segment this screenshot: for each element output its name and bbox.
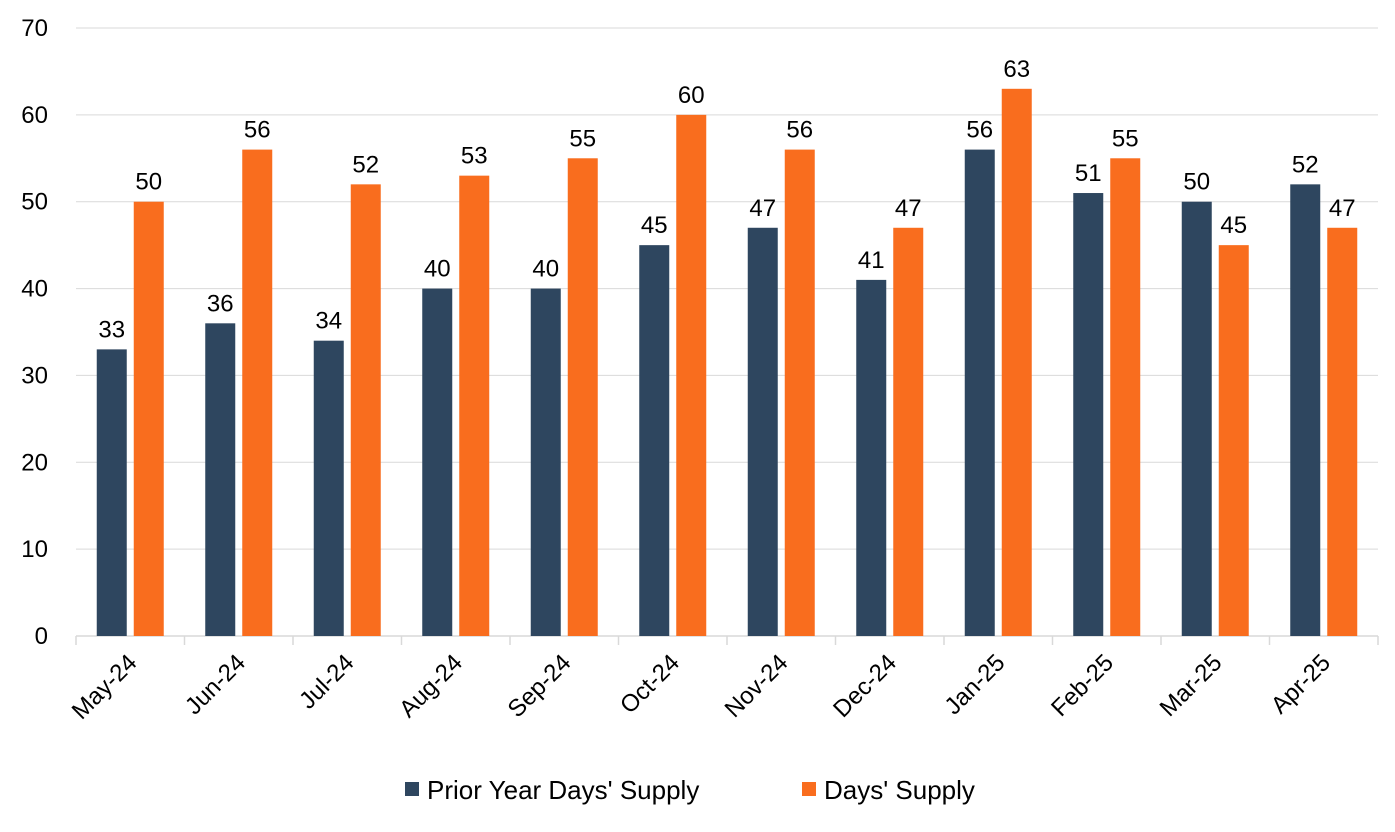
bar-days-supply <box>350 184 381 637</box>
data-label: 47 <box>749 195 776 222</box>
y-tick-label: 60 <box>21 102 48 129</box>
x-tick-label: Sep-24 <box>503 649 577 723</box>
data-label: 52 <box>1292 151 1319 178</box>
x-tick-label: Jan-25 <box>940 649 1011 720</box>
data-label: 56 <box>244 117 271 144</box>
bar-prior-year <box>1073 193 1104 636</box>
x-tick-label: Jul-24 <box>294 649 359 714</box>
y-tick-label: 50 <box>21 189 48 216</box>
legend-swatch <box>802 782 816 796</box>
legend-label: Days' Supply <box>824 775 975 805</box>
bar-prior-year <box>530 288 561 636</box>
data-label: 45 <box>1220 212 1247 239</box>
bar-prior-year <box>313 340 344 636</box>
x-tick-label: Dec-24 <box>828 649 902 723</box>
bar-days-supply <box>784 149 815 636</box>
bar-days-supply <box>893 227 924 636</box>
bar-prior-year <box>639 245 670 636</box>
x-tick-label: Apr-25 <box>1266 649 1336 719</box>
bar-prior-year <box>1290 184 1321 637</box>
x-tick-label: May-24 <box>67 649 143 725</box>
data-label: 52 <box>352 151 379 178</box>
y-tick-label: 0 <box>35 623 48 650</box>
data-label: 55 <box>569 125 596 152</box>
bar-prior-year <box>205 323 236 636</box>
data-label: 56 <box>786 117 813 144</box>
data-label: 56 <box>966 117 993 144</box>
bar-days-supply <box>1001 88 1032 637</box>
data-label: 63 <box>1003 56 1030 83</box>
y-tick-label: 40 <box>21 276 48 303</box>
bar-prior-year <box>96 349 127 636</box>
data-label: 41 <box>858 247 885 274</box>
x-tick-label: Nov-24 <box>720 649 794 723</box>
legend-swatch <box>405 782 419 796</box>
data-label: 45 <box>641 212 668 239</box>
data-label: 53 <box>461 143 488 170</box>
bar-prior-year <box>1181 201 1212 636</box>
data-label: 33 <box>98 316 125 343</box>
bar-days-supply <box>133 201 164 636</box>
data-label: 51 <box>1075 160 1102 187</box>
data-label: 55 <box>1112 125 1139 152</box>
y-tick-label: 30 <box>21 362 48 389</box>
y-tick-label: 20 <box>21 449 48 476</box>
y-tick-label: 10 <box>21 536 48 563</box>
x-tick-label: Mar-25 <box>1155 649 1228 722</box>
x-tick-label: Aug-24 <box>394 649 468 723</box>
y-tick-label: 70 <box>21 15 48 42</box>
bar-days-supply <box>242 149 273 636</box>
bar-prior-year <box>422 288 453 636</box>
x-tick-label: Oct-24 <box>615 649 685 719</box>
data-label: 47 <box>1329 195 1356 222</box>
legend-label: Prior Year Days' Supply <box>427 775 699 805</box>
data-label: 36 <box>207 290 234 317</box>
data-label: 50 <box>1183 169 1210 196</box>
bar-days-supply <box>676 114 707 637</box>
bar-days-supply <box>1110 158 1141 637</box>
bar-prior-year <box>747 227 778 636</box>
data-label: 47 <box>895 195 922 222</box>
bar-days-supply <box>1218 245 1249 636</box>
data-label: 34 <box>315 308 342 335</box>
data-label: 40 <box>532 256 559 283</box>
bar-days-supply <box>1327 227 1358 636</box>
bar-prior-year <box>964 149 995 636</box>
x-tick-label: Feb-25 <box>1046 649 1119 722</box>
bar-prior-year <box>856 279 887 636</box>
data-label: 60 <box>678 82 705 109</box>
x-tick-label: Jun-24 <box>180 649 251 720</box>
data-label: 50 <box>135 169 162 196</box>
bar-days-supply <box>459 175 490 636</box>
bar-days-supply <box>567 158 598 637</box>
data-label: 40 <box>424 256 451 283</box>
